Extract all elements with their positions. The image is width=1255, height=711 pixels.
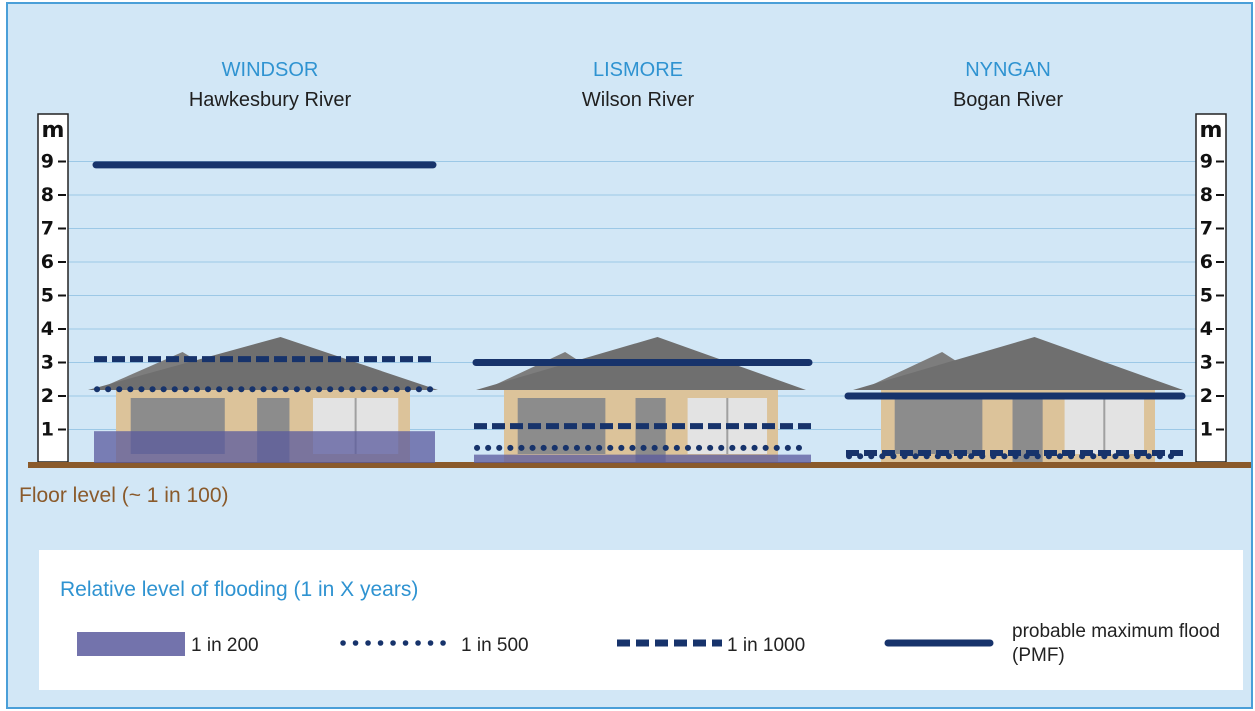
house-windsor-roof-main bbox=[88, 337, 438, 390]
house-windsor bbox=[88, 337, 438, 462]
right-tick-label-2: 2 bbox=[1200, 385, 1213, 407]
floor-level-label: Floor level (~ 1 in 100) bbox=[19, 484, 229, 507]
site-nyngan-town: NYNGAN bbox=[965, 59, 1051, 81]
left-tick-label-9: 9 bbox=[41, 151, 54, 173]
left-tick-label-7: 7 bbox=[41, 218, 54, 240]
house-nyngan-roof-main bbox=[853, 337, 1183, 390]
right-scale-bar bbox=[1195, 113, 1227, 463]
right-tick-label-3: 3 bbox=[1200, 352, 1213, 374]
site-lismore-river: Wilson River bbox=[582, 89, 695, 111]
right-scale-unit: m bbox=[1200, 118, 1223, 143]
right-tick-label-9: 9 bbox=[1200, 151, 1213, 173]
right-scale: m 1 2 3 4 5 6 7 8 9 bbox=[1195, 113, 1227, 463]
legend-label-1-in-1000: 1 in 1000 bbox=[727, 635, 806, 656]
right-tick-label-1: 1 bbox=[1200, 419, 1213, 441]
legend: Relative level of flooding (1 in X years… bbox=[39, 550, 1243, 690]
site-lismore-1-in-200-fill bbox=[474, 454, 811, 463]
right-scale-ticks: 1 2 3 4 5 6 7 8 9 bbox=[1200, 151, 1224, 441]
site-windsor-town: WINDSOR bbox=[222, 59, 319, 81]
left-scale-bar bbox=[37, 113, 69, 463]
legend-swatch-1-in-1000 bbox=[617, 639, 722, 647]
house-lismore-door bbox=[635, 398, 666, 462]
legend-swatch-1-in-200-fill bbox=[77, 632, 185, 656]
house-nyngan-window-left bbox=[894, 398, 983, 454]
site-windsor-1-in-200-fill bbox=[94, 431, 435, 463]
left-tick-label-4: 4 bbox=[41, 318, 54, 340]
legend-title: Relative level of flooding (1 in X years… bbox=[60, 578, 419, 601]
right-tick-label-5: 5 bbox=[1200, 285, 1213, 307]
left-scale: m 1 2 3 4 5 6 7 8 9 bbox=[37, 113, 69, 463]
legend-label-1-in-500: 1 in 500 bbox=[461, 635, 529, 656]
flood-level-diagram: m 1 2 3 4 5 6 7 8 9 m 1 2 3 4 5 6 7 8 9 WINDSOR Hawkesbu… bbox=[6, 2, 1253, 709]
legend-swatch-pmf bbox=[884, 639, 994, 647]
left-tick-label-1: 1 bbox=[41, 419, 54, 441]
flood-level-svg: m 1 2 3 4 5 6 7 8 9 m 1 2 3 4 5 6 7 8 9 WINDSOR Hawkesbu… bbox=[19, 59, 1251, 507]
right-tick-label-7: 7 bbox=[1200, 218, 1213, 240]
right-tick-label-8: 8 bbox=[1200, 184, 1213, 206]
left-tick-label-8: 8 bbox=[41, 184, 54, 206]
site-nyngan-river: Bogan River bbox=[953, 89, 1063, 111]
site-windsor-river: Hawkesbury River bbox=[189, 89, 352, 111]
legend-label-1-in-200: 1 in 200 bbox=[191, 635, 259, 656]
left-tick-label-5: 5 bbox=[41, 285, 54, 307]
left-tick-label-3: 3 bbox=[41, 352, 54, 374]
legend-swatch-1-in-500 bbox=[340, 640, 458, 646]
house-lismore bbox=[476, 337, 806, 462]
right-tick-label-6: 6 bbox=[1200, 251, 1213, 273]
flood-marks bbox=[92, 161, 1186, 463]
house-nyngan bbox=[853, 337, 1183, 462]
ground-line bbox=[28, 462, 1251, 468]
left-tick-label-2: 2 bbox=[41, 385, 54, 407]
left-scale-unit: m bbox=[42, 118, 65, 143]
left-tick-label-6: 6 bbox=[41, 251, 54, 273]
legend-label-pmf: probable maximum flood (PMF) bbox=[1012, 621, 1221, 666]
legend-swatch-1-in-200 bbox=[77, 632, 185, 656]
left-scale-ticks: 1 2 3 4 5 6 7 8 9 bbox=[41, 151, 66, 441]
site-lismore-town: LISMORE bbox=[593, 59, 683, 81]
right-tick-label-4: 4 bbox=[1200, 318, 1213, 340]
